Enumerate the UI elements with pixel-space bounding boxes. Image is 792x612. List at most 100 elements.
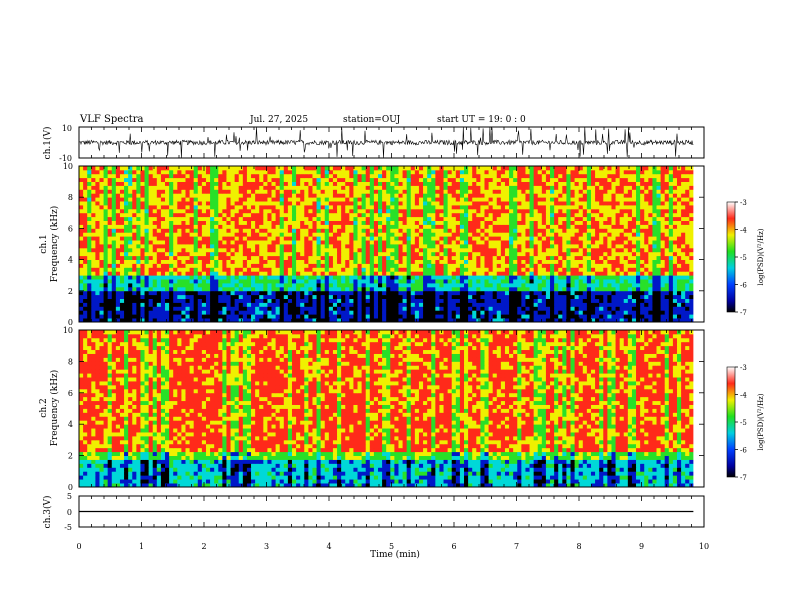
spectrogram-cell — [640, 298, 645, 303]
spectrogram-cell — [484, 201, 489, 206]
spectrogram-cell — [337, 275, 342, 280]
spectrogram-cell — [578, 263, 584, 268]
spectrogram-cell — [169, 236, 174, 241]
spectrogram-cell — [574, 193, 580, 198]
spectrogram-cell — [500, 294, 506, 299]
spectrogram-cell — [259, 275, 264, 280]
spectrogram-cell — [574, 286, 580, 292]
spectrogram-cell — [189, 290, 195, 296]
spectrogram-cell — [541, 286, 547, 292]
spectrogram-cell — [533, 259, 539, 264]
spectrogram-cell — [210, 255, 215, 260]
spectrogram-cell — [451, 193, 457, 198]
spectrogram-cell — [623, 224, 629, 229]
spectrogram-cell — [79, 267, 84, 272]
spectrogram-cell — [537, 306, 543, 311]
spectrogram-cell — [271, 271, 276, 276]
spectrogram-cell — [578, 255, 584, 260]
spectrogram-cell — [644, 251, 649, 257]
spectrogram-cell — [185, 236, 190, 241]
spectrogram-cell — [324, 267, 330, 272]
spectrogram-cell — [623, 212, 629, 218]
spectrogram-cell — [103, 314, 109, 319]
spectrogram-cell — [316, 216, 322, 221]
spectrogram-cell — [488, 306, 494, 311]
spectrogram-cell — [242, 220, 248, 225]
spectrogram-cell — [156, 294, 162, 299]
spectrogram-cell — [672, 310, 678, 315]
spectrogram-cell — [300, 240, 305, 245]
spectrogram-cell — [378, 255, 383, 260]
spectrogram-cell — [251, 263, 256, 268]
spectrogram-cell — [205, 286, 211, 292]
spectrogram-cell — [496, 220, 502, 225]
spectrogram-cell — [251, 298, 256, 303]
spectrogram-cell — [345, 259, 350, 264]
spectrogram-cell — [627, 224, 633, 229]
spectrogram-cell — [627, 228, 633, 233]
spectrogram-cell — [83, 189, 88, 194]
spectrogram-cell — [148, 310, 154, 315]
spectrogram-cell — [332, 244, 338, 249]
spectrogram-cell — [320, 310, 326, 315]
spectrogram-cell — [349, 294, 354, 299]
spectrogram-cell — [464, 216, 469, 221]
spectrogram-cell — [222, 318, 227, 323]
spectrogram-cell — [509, 255, 514, 260]
spectrogram-cell — [226, 263, 231, 268]
spectrogram-cell — [136, 220, 141, 225]
spectrogram-cell — [373, 247, 379, 253]
spectrogram-cell — [394, 251, 399, 257]
spectrogram-cell — [267, 306, 272, 311]
spectrogram-cell — [386, 286, 391, 292]
spectrogram-cell — [136, 279, 141, 284]
spectrogram-cell — [386, 251, 391, 257]
spectrogram-cell — [234, 318, 240, 323]
spectrogram-cell — [107, 251, 113, 257]
spectrogram-cell — [492, 275, 498, 280]
spectrogram-cell — [611, 240, 616, 245]
spectrogram-cell — [386, 294, 391, 299]
spectrogram-cell — [349, 244, 354, 249]
spectrogram-cell — [345, 267, 350, 272]
spectrogram-cell — [410, 201, 416, 206]
spectrogram-cell — [119, 216, 125, 221]
spectrogram-cell — [664, 201, 670, 206]
spectrogram-cell — [672, 314, 678, 319]
spectrogram-cell — [83, 255, 88, 260]
spectrogram-cell — [509, 208, 514, 214]
spectrogram-cell — [238, 306, 244, 311]
spectrogram-cell — [537, 220, 543, 225]
spectrogram-cell — [664, 298, 670, 303]
spectrogram-cell — [509, 228, 514, 233]
spectrogram-cell — [603, 224, 608, 229]
spectrogram-cell — [398, 201, 403, 206]
spectrogram-cell — [160, 193, 166, 198]
spectrogram-cell — [107, 232, 113, 237]
spectrogram-cell — [541, 298, 547, 303]
spectrogram-cell — [689, 306, 694, 311]
spectrogram-cell — [664, 193, 670, 198]
spectrogram-cell — [83, 279, 88, 284]
spectrogram-cell — [197, 310, 203, 315]
spectrogram-cell — [685, 220, 690, 225]
spectrogram-cell — [226, 251, 231, 257]
spectrogram-cell — [517, 298, 522, 303]
spectrogram-cell — [332, 208, 338, 214]
spectrogram-cell — [504, 224, 510, 229]
spectrogram-cell — [451, 259, 457, 264]
spectrogram-cell — [554, 193, 559, 198]
spectrogram-cell — [140, 228, 145, 233]
spectrogram-cell — [349, 310, 354, 315]
spectrogram-cell — [578, 228, 584, 233]
spectrogram-cell — [574, 236, 580, 241]
spectrogram-cell — [599, 271, 604, 276]
spectrogram-cell — [529, 302, 535, 307]
spectrogram-cell — [636, 236, 641, 241]
spectrogram-cell — [193, 224, 199, 229]
spectrogram-cell — [193, 212, 199, 218]
spectrogram-cell — [603, 279, 608, 284]
spectrogram-cell — [623, 205, 629, 210]
spectrogram-cell — [193, 220, 199, 225]
spectrogram-cell — [115, 228, 121, 233]
